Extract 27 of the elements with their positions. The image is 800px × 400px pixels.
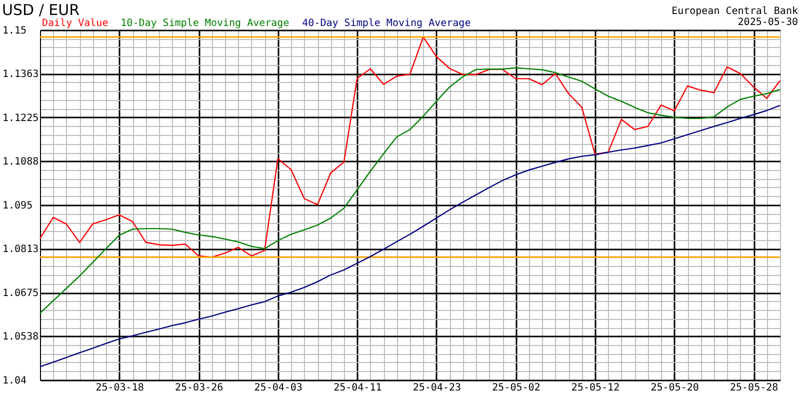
y-tick-label: 1.15 <box>2 26 27 36</box>
text: 40-Day Simple Moving Average <box>302 18 471 29</box>
y-tick-label: 1.1225 <box>2 113 39 124</box>
y-tick-label: 1.0675 <box>2 288 39 299</box>
chart-title: USD / EUR <box>2 1 80 19</box>
y-tick-label: 1.0538 <box>2 332 39 343</box>
line-series <box>39 36 781 258</box>
text: 2025-05-30 <box>738 17 798 28</box>
y-tick-label: 1.095 <box>2 200 33 212</box>
x-tick-label: 25-05-12 <box>571 382 620 394</box>
x-tick-label: 25-03-26 <box>174 382 224 394</box>
y-tick-label: 1.0813 <box>2 244 39 256</box>
text: European Central Bank <box>672 6 798 17</box>
x-tick-label: 25-04-03 <box>254 382 302 394</box>
x-tick-label: 25-05-28 <box>730 382 778 394</box>
x-tick-label: 25-03-18 <box>96 382 144 394</box>
x-tick-label: 25-04-11 <box>334 382 382 394</box>
x-tick-label: 25-04-23 <box>412 382 462 394</box>
y-tick-label: 1.1363 <box>2 69 39 80</box>
line-series <box>39 67 781 314</box>
y-tick-label: 1.1088 <box>2 156 39 168</box>
line-series <box>39 104 781 368</box>
text: Daily Value <box>42 18 108 29</box>
x-tick-label: 25-05-02 <box>492 382 540 394</box>
text: 10-Day Simple Moving Average <box>120 18 290 29</box>
x-tick-label: 25-05-20 <box>650 382 699 394</box>
y-tick-label: 1.04 <box>2 376 27 386</box>
